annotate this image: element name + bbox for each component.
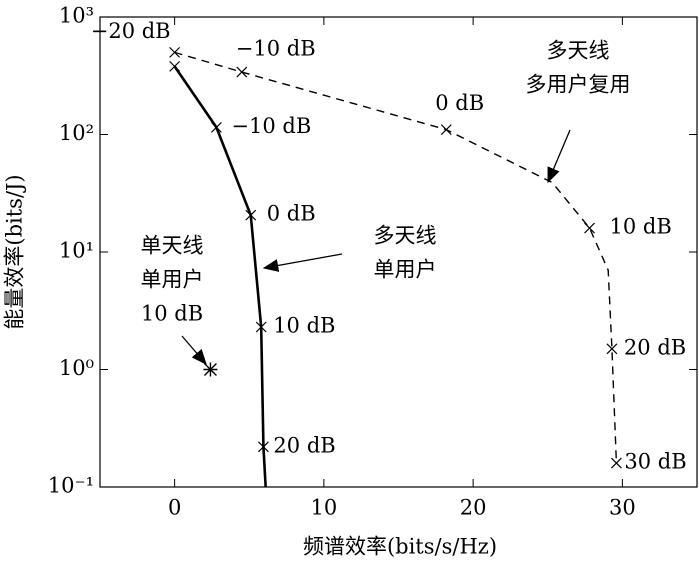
marker [610, 457, 622, 469]
x-tick-label: 0 [168, 496, 181, 520]
point-label: 20 dB [624, 335, 686, 359]
annotation: 多天线 [374, 224, 437, 248]
point-label: 0 dB [435, 91, 484, 115]
series-line [174, 51, 618, 464]
annotation: 单用户 [141, 268, 204, 292]
marker [245, 209, 257, 221]
marker [255, 321, 267, 333]
x-axis-label: 频谱效率(bits/s/Hz) [303, 535, 497, 559]
point-label: −10 dB [231, 114, 311, 138]
point-label: −10 dB [236, 37, 316, 61]
marker [203, 362, 218, 377]
point-label: 30 dB [624, 450, 686, 474]
point-label: 10 dB [610, 215, 672, 239]
point-label: 0 dB [267, 202, 316, 226]
marker [606, 343, 618, 355]
annotation: 多天线 [547, 39, 610, 63]
arrow [181, 335, 207, 365]
marker [258, 441, 269, 453]
arrow [262, 253, 343, 272]
marker [440, 124, 452, 136]
marker [169, 60, 181, 72]
annotation: 10 dB [141, 302, 203, 326]
y-tick-label: 10³ [59, 4, 94, 28]
marker [236, 66, 248, 78]
y-axis-label: 能量效率(bits/J) [3, 174, 27, 329]
marker [210, 121, 222, 133]
x-tick-label: 10 [311, 496, 338, 520]
point-label: −20 dB [91, 19, 171, 43]
annotation: 多用户复用 [526, 73, 631, 97]
point-label: 10 dB [273, 313, 335, 337]
y-tick-label: 10⁰ [59, 356, 94, 380]
y-tick-label: 10⁻¹ [48, 474, 94, 498]
point-label: 20 dB [273, 433, 335, 457]
annotation: 单用户 [374, 258, 437, 282]
marker [169, 46, 181, 58]
y-tick-label: 10² [59, 121, 94, 145]
x-tick-label: 20 [460, 496, 487, 520]
marker [584, 222, 595, 234]
arrow [547, 129, 571, 184]
x-tick-label: 30 [609, 496, 636, 520]
y-tick-label: 10¹ [59, 239, 94, 263]
annotation: 单天线 [141, 234, 204, 258]
series-line [173, 65, 267, 488]
